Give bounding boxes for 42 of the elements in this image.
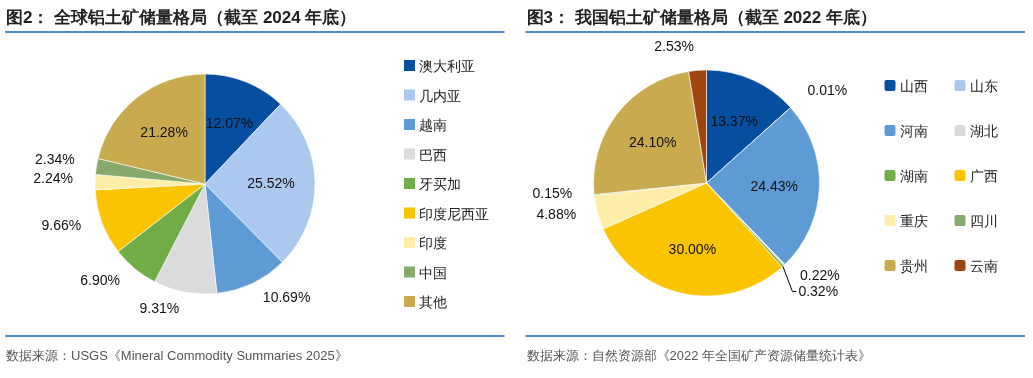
legend-label: 山东: [969, 78, 998, 94]
data-label: 4.88%: [536, 205, 577, 222]
data-label: 0.15%: [532, 185, 573, 202]
data-label: 9.31%: [139, 299, 180, 316]
legend-label: 广西: [969, 168, 998, 184]
legend-label: 贵州: [899, 258, 928, 274]
legend-label: 巴西: [419, 146, 447, 163]
data-label: 0.22%: [800, 267, 840, 284]
legend-label: 重庆: [899, 213, 928, 229]
data-label: 12.07%: [205, 114, 254, 131]
legend-label: 云南: [969, 258, 998, 274]
data-label: 21.28%: [140, 124, 188, 141]
legend-label: 牙买加: [419, 176, 461, 192]
legend-label: 几内亚: [419, 87, 461, 104]
data-label: 24.10%: [628, 133, 677, 150]
legend-label: 印度尼西亚: [419, 205, 489, 222]
legend-label: 山西: [899, 78, 928, 94]
chart-title: 图2： 全球铝土矿储量格局（截至 2024 年底）: [6, 8, 357, 27]
data-label: 6.90%: [80, 271, 120, 288]
data-label: 0.32%: [798, 283, 839, 300]
data-label: 9.66%: [41, 217, 82, 234]
data-label: 2.34%: [34, 151, 75, 168]
data-label: 25.52%: [247, 175, 295, 192]
data-label: 2.24%: [33, 169, 74, 186]
legend-label: 澳大利亚: [419, 58, 475, 74]
source-note: 数据来源：USGS《Mineral Commodity Summaries 2025》: [6, 348, 348, 363]
data-label: 24.43%: [750, 177, 798, 194]
data-label: 13.37%: [710, 113, 758, 130]
source-note: 数据来源：自然资源部《2022 年全国矿产资源储量统计表》: [526, 348, 872, 363]
legend-label: 中国: [419, 264, 447, 281]
legend-label: 湖南: [899, 168, 928, 184]
chart-title: 图3： 我国铝土矿储量格局（截至 2022 年底）: [526, 8, 877, 27]
data-label: 10.69%: [262, 289, 311, 306]
data-label: 2.53%: [654, 38, 694, 55]
legend-label: 河南: [899, 123, 928, 139]
data-label: 30.00%: [668, 241, 717, 258]
legend-label: 其他: [419, 294, 447, 310]
legend-label: 湖北: [969, 123, 998, 139]
legend-label: 四川: [969, 213, 998, 229]
data-label: 0.01%: [807, 82, 848, 99]
legend-label: 越南: [419, 117, 447, 133]
legend-label: 印度: [419, 235, 447, 251]
